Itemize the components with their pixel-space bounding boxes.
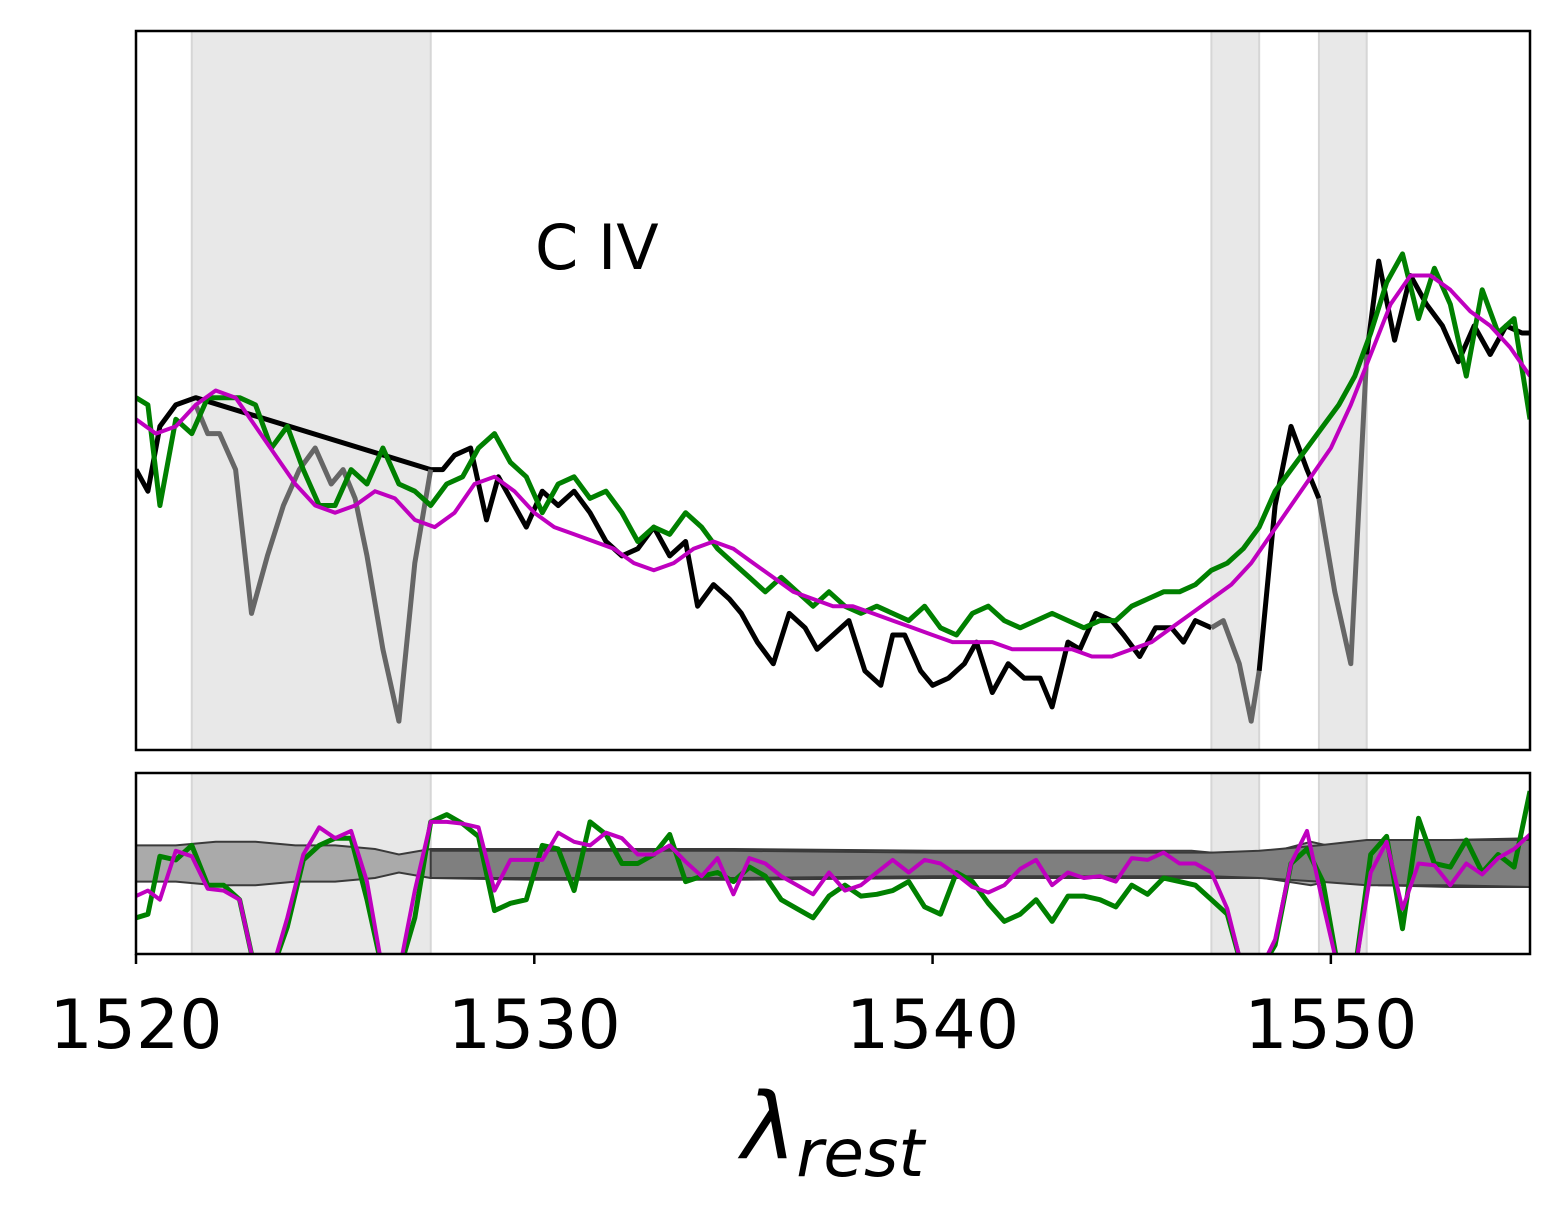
line-annotation: C IV <box>535 211 659 284</box>
masked-region-main-0 <box>190 30 432 751</box>
masked-region-main-2 <box>1317 30 1368 751</box>
series-gray2 <box>1210 618 1262 724</box>
x-axis-label-sub: rest <box>796 1115 926 1192</box>
series-res-magenta <box>136 819 1530 954</box>
main-spectrum-panel: C IV <box>134 29 1532 752</box>
residual-lines <box>136 790 1530 954</box>
x-tick-label-1540: 1540 <box>846 986 1019 1065</box>
series-green <box>136 251 1530 638</box>
series-black2 <box>1256 423 1322 672</box>
series-black <box>136 395 1213 710</box>
residual-panel-frame <box>134 771 1532 956</box>
x-tick-label-1530: 1530 <box>448 986 621 1065</box>
series-gray <box>193 403 434 724</box>
main-spectrum-lines <box>136 251 1530 724</box>
series-black3 <box>1364 258 1530 365</box>
x-axis-label-main: λ <box>737 1073 796 1180</box>
series-res-green <box>136 790 1530 954</box>
main-panel-frame <box>134 29 1532 752</box>
series-magenta <box>136 273 1530 659</box>
x-tick-label-1550: 1550 <box>1244 986 1417 1065</box>
x-axis: 1520 1530 1540 1550 <box>49 954 1417 1065</box>
residual-panel <box>134 771 1532 956</box>
masked-region-main-1 <box>1210 30 1261 751</box>
series-gray3 <box>1316 354 1370 667</box>
x-tick-label-1520: 1520 <box>49 986 222 1065</box>
x-axis-label: λrest <box>737 1073 927 1192</box>
